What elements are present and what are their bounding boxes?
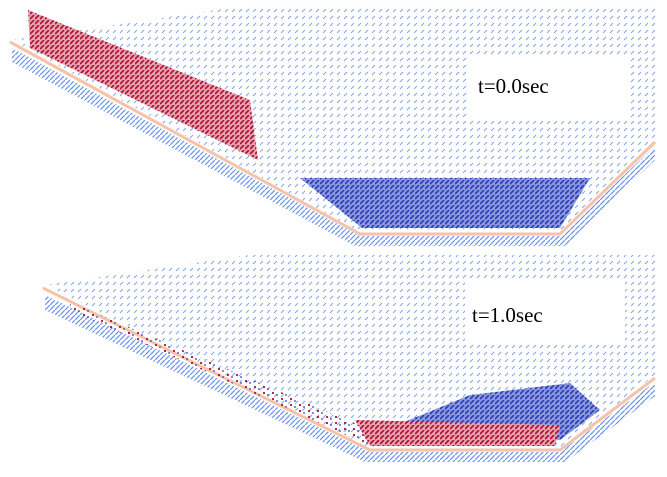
time-label: t=0.0sec xyxy=(478,74,549,98)
panel-top: t=0.0sec xyxy=(10,5,655,246)
panel-bottom: t=1.0sec xyxy=(43,255,655,462)
time-label: t=1.0sec xyxy=(472,303,543,327)
figure: t=0.0sec t=1.0sec xyxy=(0,0,667,477)
